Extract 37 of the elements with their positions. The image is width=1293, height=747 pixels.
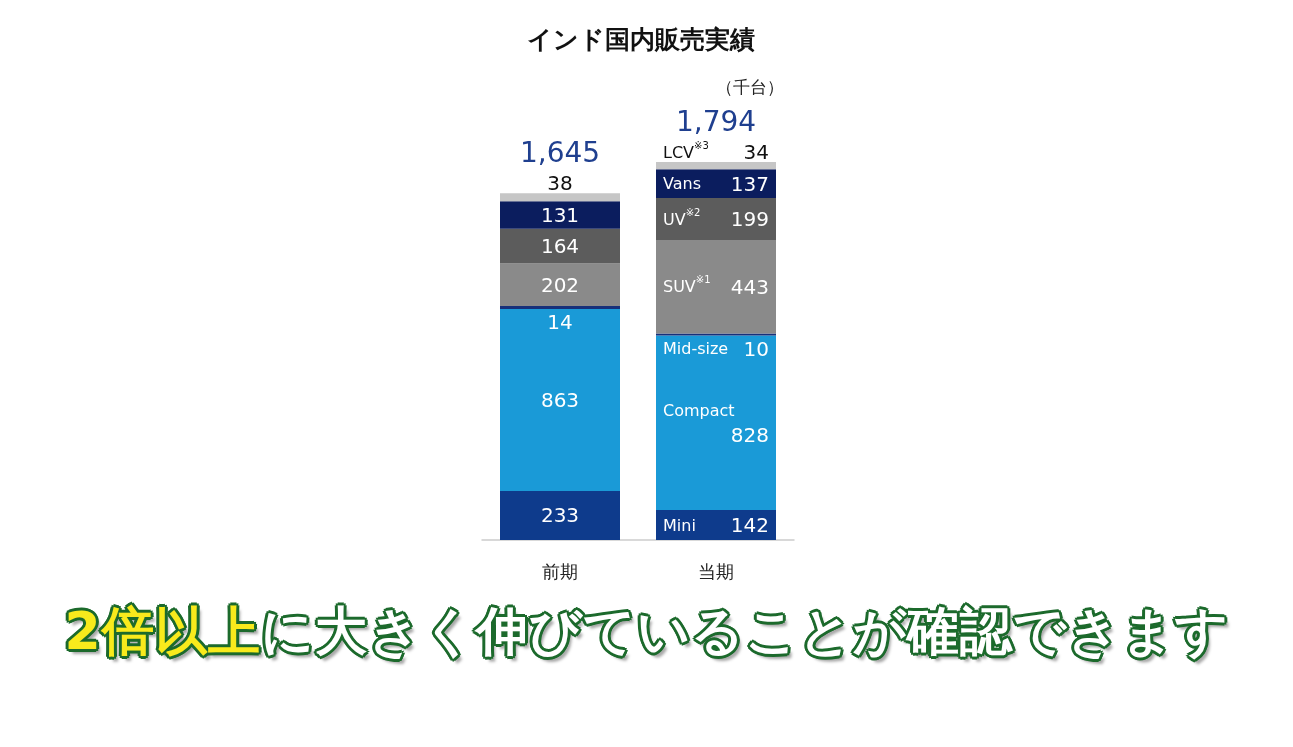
data-label: 14 (547, 309, 573, 334)
bar (500, 490, 620, 540)
data-label: 233 (540, 503, 580, 528)
bar (500, 308, 620, 491)
data-label: 34 (743, 140, 769, 164)
bar (656, 198, 776, 240)
total-label: 1,645 (519, 135, 601, 169)
text: 2倍以上 (64, 601, 261, 661)
bar (500, 201, 620, 229)
chart-title: インド国内販売実績 (527, 25, 755, 54)
bar (500, 263, 620, 306)
data-label: 443 (730, 274, 769, 299)
series-label: Mini (663, 515, 696, 535)
bar (656, 333, 776, 336)
data-label: 863 (540, 387, 580, 412)
bar (500, 193, 620, 202)
bar (500, 305, 620, 309)
bar (656, 162, 776, 170)
data-label: 142 (730, 513, 769, 538)
x-tick-label: 前期 (542, 560, 578, 582)
bar (656, 240, 776, 334)
series-label: Compact (663, 401, 735, 421)
data-label: 131 (540, 203, 580, 228)
series-label: Mid-size (663, 339, 729, 358)
data-label: 137 (730, 171, 769, 196)
bar (500, 228, 620, 264)
data-label: 828 (730, 422, 769, 447)
data-label: 10 (743, 336, 769, 361)
total-label: 1,794 (675, 104, 757, 138)
data-label: 199 (730, 207, 769, 232)
data-label: 202 (540, 272, 580, 297)
series-label: Vans (663, 174, 701, 194)
x-tick-label: 当期 (698, 560, 734, 582)
data-label: 164 (540, 234, 580, 259)
data-label: 38 (547, 171, 573, 196)
text: （千台） (716, 77, 784, 97)
bar (656, 335, 776, 511)
